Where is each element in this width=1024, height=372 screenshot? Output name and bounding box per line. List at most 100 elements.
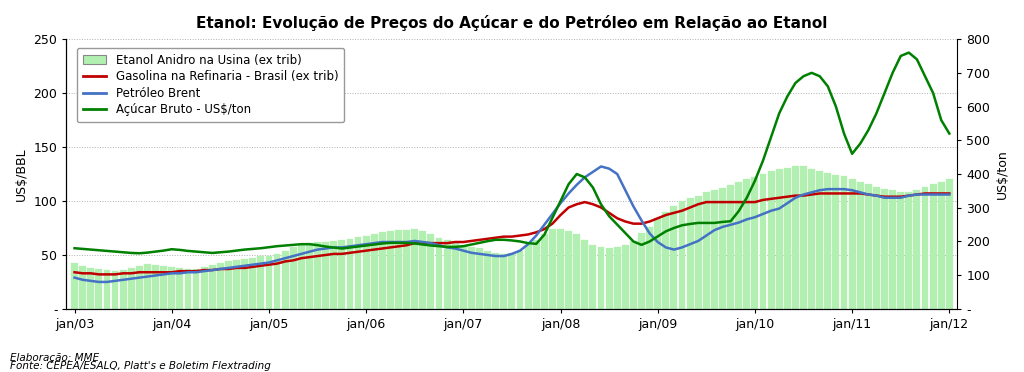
- Gasolina na Refinaria - Brasil (ex trib): [546, 221, 558, 226]
- Gasolina na Refinaria - Brasil (ex trib): [319, 253, 332, 257]
- Bar: [298, 245, 305, 309]
- Bar: [865, 184, 871, 309]
- Bar: [663, 212, 670, 309]
- Gasolina na Refinaria - Brasil (ex trib): [141, 270, 154, 275]
- Bar: [719, 188, 726, 309]
- Bar: [273, 254, 281, 309]
- Bar: [752, 177, 759, 309]
- Bar: [95, 269, 102, 309]
- Bar: [922, 187, 929, 309]
- Bar: [209, 265, 216, 309]
- Bar: [524, 245, 531, 309]
- Bar: [153, 265, 159, 309]
- Açúcar Bruto - US$/ton: [546, 216, 558, 220]
- Title: Etanol: Evolução de Preços do Açúcar e do Petróleo em Relação ao Etanol: Etanol: Evolução de Preços do Açúcar e d…: [197, 15, 827, 31]
- Bar: [613, 247, 621, 309]
- Bar: [193, 269, 200, 309]
- Bar: [314, 242, 321, 309]
- Bar: [549, 229, 556, 309]
- Gasolina na Refinaria - Brasil (ex trib): [943, 191, 955, 196]
- Bar: [833, 175, 840, 309]
- Bar: [768, 171, 774, 309]
- Bar: [897, 192, 904, 309]
- Bar: [646, 227, 653, 309]
- Legend: Etanol Anidro na Usina (ex trib), Gasolina na Refinaria - Brasil (ex trib), Petr: Etanol Anidro na Usina (ex trib), Gasoli…: [77, 48, 344, 122]
- Bar: [79, 266, 86, 309]
- Bar: [784, 167, 791, 309]
- Bar: [905, 192, 912, 309]
- Bar: [468, 247, 475, 309]
- Gasolina na Refinaria - Brasil (ex trib): [69, 270, 81, 275]
- Bar: [112, 271, 119, 309]
- Text: Fonte: CEPEA/ESALQ, Platt's e Boletim Flextrading: Fonte: CEPEA/ESALQ, Platt's e Boletim Fl…: [10, 361, 271, 371]
- Bar: [938, 182, 945, 309]
- Bar: [622, 245, 629, 309]
- Bar: [249, 258, 256, 309]
- Bar: [387, 231, 394, 309]
- Petróleo Brent: [69, 275, 81, 280]
- Petróleo Brent: [368, 241, 380, 245]
- Bar: [435, 238, 442, 309]
- Bar: [792, 166, 799, 309]
- Bar: [582, 240, 588, 309]
- Bar: [379, 232, 386, 309]
- Bar: [824, 173, 831, 309]
- Y-axis label: US$/ton: US$/ton: [996, 149, 1009, 199]
- Bar: [403, 230, 410, 309]
- Bar: [889, 190, 896, 309]
- Bar: [362, 235, 370, 309]
- Bar: [120, 270, 127, 309]
- Bar: [946, 179, 952, 309]
- Bar: [323, 242, 329, 309]
- Bar: [144, 264, 151, 309]
- Line: Gasolina na Refinaria - Brasil (ex trib): Gasolina na Refinaria - Brasil (ex trib): [75, 193, 949, 275]
- Bar: [671, 206, 677, 309]
- Bar: [930, 184, 937, 309]
- Bar: [808, 169, 815, 309]
- Line: Açúcar Bruto - US$/ton: Açúcar Bruto - US$/ton: [75, 52, 949, 253]
- Bar: [493, 253, 499, 309]
- Açúcar Bruto - US$/ton: [133, 251, 145, 256]
- Bar: [354, 237, 361, 309]
- Gasolina na Refinaria - Brasil (ex trib): [93, 272, 105, 277]
- Bar: [160, 266, 167, 309]
- Açúcar Bruto - US$/ton: [651, 234, 664, 239]
- Bar: [873, 187, 880, 309]
- Bar: [679, 201, 685, 309]
- Bar: [881, 189, 888, 309]
- Bar: [87, 268, 94, 309]
- Bar: [136, 266, 142, 309]
- Açúcar Bruto - US$/ton: [554, 199, 566, 203]
- Bar: [532, 240, 540, 309]
- Bar: [233, 260, 240, 309]
- Bar: [638, 233, 645, 309]
- Bar: [849, 179, 856, 309]
- Petróleo Brent: [659, 245, 672, 250]
- Bar: [484, 251, 492, 309]
- Bar: [913, 190, 921, 309]
- Text: Elaboração: MME: Elaboração: MME: [10, 353, 99, 363]
- Bar: [557, 229, 564, 309]
- Petróleo Brent: [595, 164, 607, 169]
- Bar: [630, 241, 637, 309]
- Bar: [711, 190, 718, 309]
- Bar: [654, 218, 662, 309]
- Bar: [816, 171, 823, 309]
- Petróleo Brent: [943, 192, 955, 197]
- Bar: [590, 245, 596, 309]
- Bar: [565, 231, 572, 309]
- Bar: [242, 259, 248, 309]
- Bar: [217, 263, 224, 309]
- Bar: [168, 267, 175, 309]
- Bar: [427, 234, 434, 309]
- Gasolina na Refinaria - Brasil (ex trib): [554, 213, 566, 217]
- Bar: [516, 251, 523, 309]
- Bar: [103, 270, 111, 309]
- Bar: [282, 251, 289, 309]
- Bar: [184, 269, 191, 309]
- Bar: [257, 256, 264, 309]
- Açúcar Bruto - US$/ton: [319, 244, 332, 249]
- Bar: [201, 267, 208, 309]
- Açúcar Bruto - US$/ton: [69, 246, 81, 250]
- Bar: [735, 182, 742, 309]
